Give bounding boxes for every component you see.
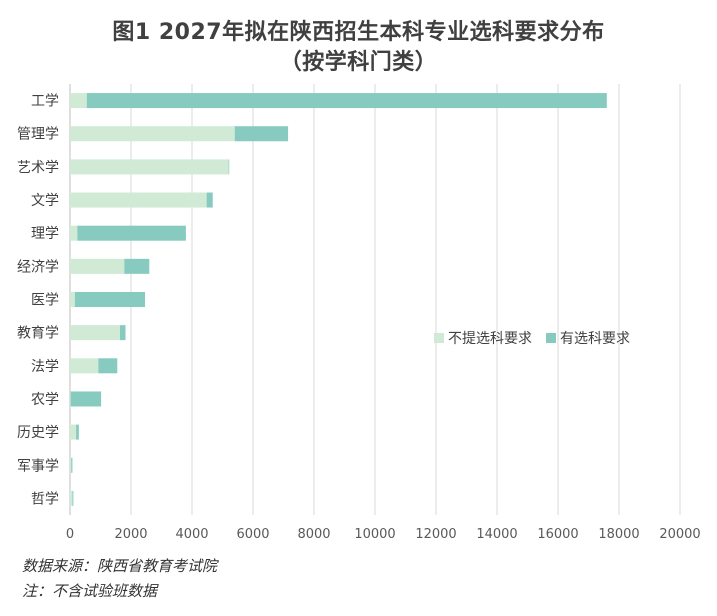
bar-segment [70,192,207,208]
category-label: 工学 [31,94,59,110]
bar-segment [70,258,125,274]
bar-segment [72,490,74,506]
category-label: 管理学 [17,127,59,143]
category-label: 艺术学 [17,160,59,176]
category-label: 文学 [31,193,59,209]
x-tick-label: 2000 [114,527,147,542]
category-label: 法学 [31,359,59,375]
x-tick-label: 16000 [537,527,578,542]
bar-segment [70,424,77,440]
category-label: 农学 [31,392,59,408]
x-tick-label: 20000 [659,527,700,542]
bar-segment [70,358,99,374]
bar-segment [70,126,235,142]
category-label: 理学 [31,226,59,242]
x-tick-label: 10000 [354,527,395,542]
bar-segment [70,292,75,307]
bar-segment [70,457,72,473]
chart-subtitle: （按学科门类） [279,50,438,75]
x-tick-label: 0 [66,527,74,542]
x-tick-label: 12000 [415,527,456,542]
bar-segment [234,126,289,142]
bar-segment [71,457,73,473]
x-tick-label: 18000 [598,527,639,542]
bar-segment [70,93,87,109]
category-label: 教育学 [17,326,59,342]
legend-label: 不提选科要求 [448,331,532,347]
legend-label: 有选科要求 [560,331,630,347]
bar-segment [70,391,102,407]
bar-segment [74,292,146,307]
x-tick-label: 6000 [236,527,269,542]
bar-segment [98,358,118,374]
legend-swatch [546,333,556,343]
bar-segment [70,225,78,241]
bar-segment [70,391,71,407]
category-label: 经济学 [17,259,59,275]
x-tick-label: 4000 [175,527,208,542]
bar-segment [206,192,213,208]
source-note: 数据来源：陕西省教育考试院 [22,557,218,575]
bar-segment [77,225,186,241]
bar-segment [124,258,150,274]
bar-segment [70,325,121,341]
x-tick-label: 14000 [476,527,517,542]
bar-segment [228,159,230,175]
category-label: 历史学 [17,425,59,441]
remark-note: 注：不含试验班数据 [22,582,158,600]
category-label: 医学 [31,293,59,309]
category-label: 军事学 [17,458,59,474]
bar-segment [76,424,79,440]
bar-segment [86,93,607,109]
chart-title: 图1 2027年拟在陕西招生本科专业选科要求分布 [112,20,605,45]
bar-segment [70,490,73,506]
legend-swatch [434,333,444,343]
bar-segment [120,325,126,341]
category-label: 哲学 [31,491,59,507]
bar-segment [70,159,229,175]
x-tick-label: 8000 [297,527,330,542]
